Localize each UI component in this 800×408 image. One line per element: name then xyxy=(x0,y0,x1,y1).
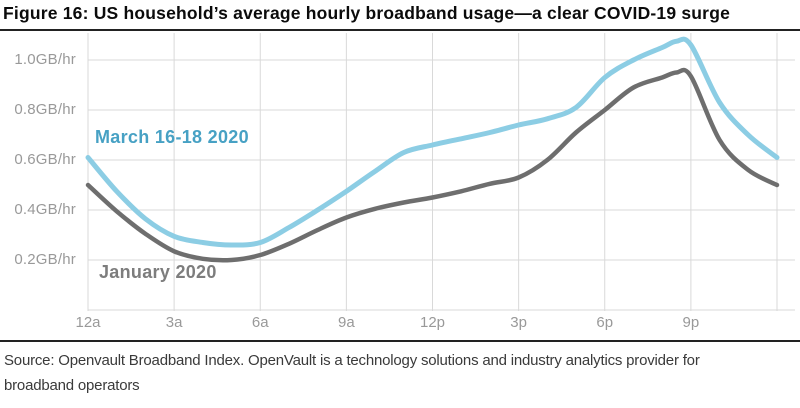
figure-bottom-border xyxy=(0,340,800,342)
x-tick-label: 6p xyxy=(596,314,614,331)
x-tick-label: 12a xyxy=(75,314,101,331)
source-note: Source: Openvault Broadband Index. OpenV… xyxy=(4,349,784,398)
y-tick-label: 1.0GB/hr xyxy=(14,51,76,68)
y-tick-label: 0.4GB/hr xyxy=(14,201,76,218)
series-label-march: March 16-18 2020 xyxy=(95,127,249,147)
x-tick-label: 12p xyxy=(419,314,446,331)
series-line-march xyxy=(85,36,780,248)
x-tick-label: 6a xyxy=(251,314,269,331)
series-line-january xyxy=(85,67,780,263)
series-label-january: January 2020 xyxy=(99,262,217,282)
y-tick-label: 0.2GB/hr xyxy=(14,251,76,268)
y-tick-label: 0.6GB/hr xyxy=(14,151,76,168)
title-underline xyxy=(0,29,800,31)
y-tick-label: 0.8GB/hr xyxy=(14,101,76,118)
x-tick-label: 3p xyxy=(510,314,527,331)
x-tick-label: 9a xyxy=(338,314,355,331)
x-tick-label: 3a xyxy=(165,314,183,331)
source-line-2: broadband operators xyxy=(4,376,140,394)
source-line-1: Source: Openvault Broadband Index. OpenV… xyxy=(4,352,700,369)
x-tick-label: 9p xyxy=(682,314,700,331)
figure-title: Figure 16: US household’s average hourly… xyxy=(3,3,731,23)
